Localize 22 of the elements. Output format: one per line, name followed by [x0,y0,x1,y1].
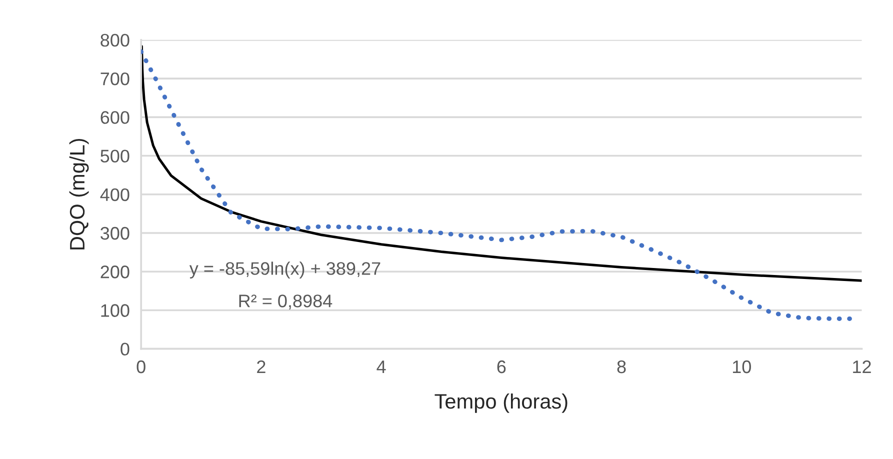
y-tick-label: 500 [100,150,130,162]
x-tick-label: 6 [497,360,506,374]
x-tick-label: 10 [732,360,751,374]
y-tick-label: 200 [100,266,130,278]
y-tick-label: 700 [100,72,130,86]
line-series [141,49,852,321]
y-tick-label: 300 [100,226,130,240]
y-tick-label: 100 [101,304,130,317]
y-tick-label: 400 [100,188,130,202]
y-tick-label: 600 [100,111,130,124]
line-series [141,45,862,282]
x-tick-label: 8 [617,360,626,374]
x-tick-label: 12 [853,360,871,374]
y-axis-title: DQO (mg/L) [69,138,89,250]
x-axis-title: Tempo (horas) [434,393,568,413]
x-tick-label: 0 [136,360,146,374]
y-tick-label: 800 [100,34,130,47]
x-tick-label: 2 [257,360,266,374]
y-tick-label: 0 [120,342,130,356]
annotation: y = -85,59ln(x) + 389,27 [189,262,380,278]
x-tick-label: 4 [376,360,386,374]
annotation: R² = 0,8984 [239,294,332,310]
